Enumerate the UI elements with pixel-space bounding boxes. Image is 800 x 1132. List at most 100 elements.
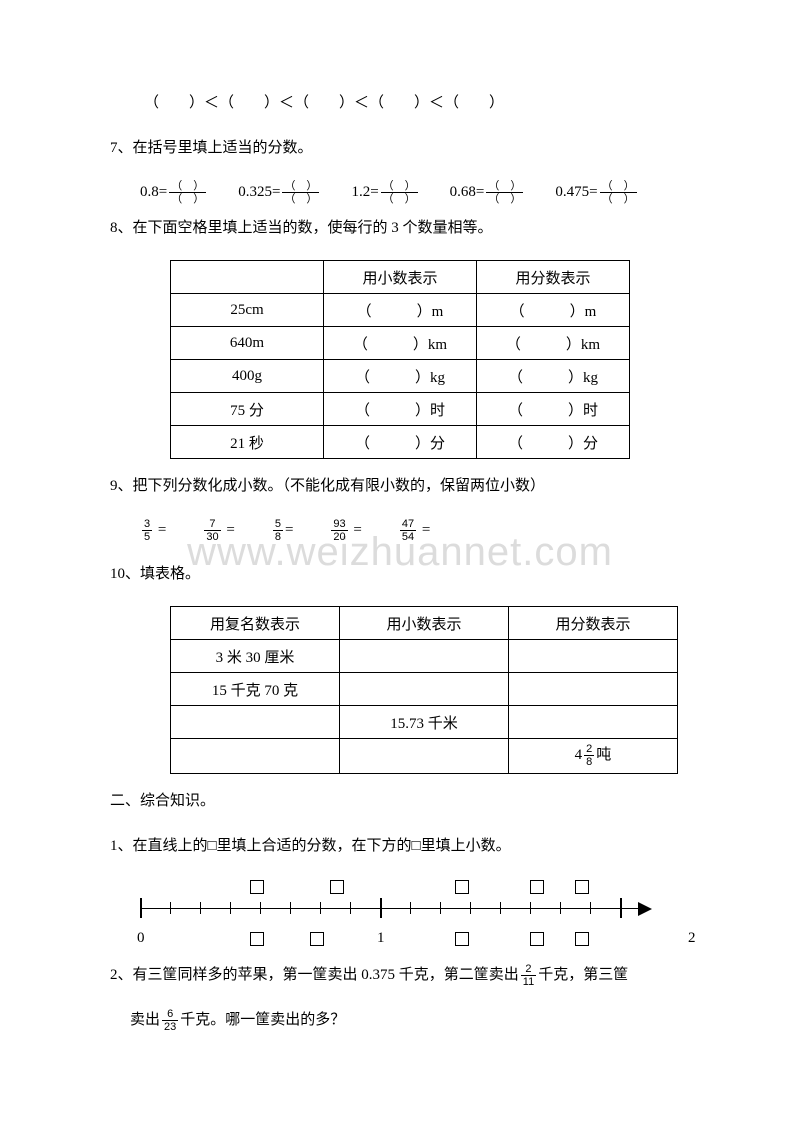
q10-title: 10、填表格。 — [110, 561, 690, 588]
q8-title: 8、在下面空格里填上适当的数，使每行的 3 个数量相等。 — [110, 215, 690, 242]
th: 用复名数表示 — [171, 607, 340, 640]
frac-d: 20 — [331, 531, 347, 543]
frac-n: （ ） — [486, 180, 523, 193]
th: 用分数表示 — [509, 607, 678, 640]
frac-d: 8 — [584, 756, 594, 768]
q7-lhs-4: 0.475= — [555, 184, 597, 200]
td — [509, 673, 678, 706]
q9-item-1: 730 = — [202, 518, 234, 543]
q7-lhs-2: 1.2= — [351, 184, 378, 200]
frac-d: 54 — [400, 531, 416, 543]
td: 640m — [171, 327, 324, 360]
tick — [620, 898, 622, 918]
td: 75 分 — [171, 393, 324, 426]
frac-d: 23 — [162, 1021, 178, 1033]
tick — [380, 898, 382, 918]
table-row: 用复名数表示 用小数表示 用分数表示 — [171, 607, 678, 640]
arrow-icon — [638, 902, 652, 916]
box-bottom — [310, 932, 324, 946]
td — [340, 640, 509, 673]
q7-item-2: 1.2=（ ）（ ） — [351, 180, 419, 205]
td: （ ）分 — [477, 426, 630, 459]
q7-title: 7、在括号里填上适当的分数。 — [110, 135, 690, 162]
tick — [410, 902, 411, 914]
td — [340, 739, 509, 773]
q7-item-1: 0.325=（ ）（ ） — [238, 180, 321, 205]
table-row: 25cm（ ）m（ ）m — [171, 294, 630, 327]
mixed-suffix: 吨 — [596, 747, 611, 763]
q7-lhs-3: 0.68= — [450, 184, 485, 200]
s2-q2-line2: 卖出623千克。哪一筐卖出的多？ — [130, 1007, 690, 1034]
table-row: 15.73 千米 — [171, 706, 678, 739]
q9-title: 9、把下列分数化成小数。（不能化成有限小数的，保留两位小数） — [110, 473, 690, 500]
tick — [440, 902, 441, 914]
td-mixed: 428吨 — [509, 739, 678, 773]
tick — [170, 902, 171, 914]
q7-item-3: 0.68=（ ）（ ） — [450, 180, 526, 205]
box-top — [250, 880, 264, 894]
table-row: 75 分（ ）时（ ）时 — [171, 393, 630, 426]
td — [171, 739, 340, 773]
frac-d: （ ） — [486, 193, 523, 205]
q2-text-b2: 千克。哪一筐卖出的多？ — [180, 1012, 345, 1028]
table-row: 428吨 — [171, 739, 678, 773]
axis-line — [140, 908, 640, 909]
q9-item-4: 4754 = — [398, 518, 430, 543]
frac-n: 2 — [521, 963, 536, 976]
tick — [590, 902, 591, 914]
frac-d: 5 — [142, 531, 152, 543]
frac-n: 5 — [273, 518, 283, 531]
frac-d: （ ） — [381, 193, 418, 205]
frac-n: 93 — [331, 518, 347, 531]
frac-n: 7 — [204, 518, 220, 531]
frac-d: 11 — [521, 976, 536, 988]
q2-text-a2: 千克，第三筐 — [538, 967, 628, 983]
box-top — [455, 880, 469, 894]
td: （ ）时 — [324, 393, 477, 426]
td: 25cm — [171, 294, 324, 327]
q7-lhs-0: 0.8= — [140, 184, 167, 200]
table-row: 3 米 30 厘米 — [171, 640, 678, 673]
frac-d: （ ） — [282, 193, 319, 205]
td: （ ）km — [477, 327, 630, 360]
box-bottom — [455, 932, 469, 946]
q6-blanks: （ ）＜（ ）＜（ ）＜（ ）＜（ ） — [144, 90, 690, 117]
td: （ ）时 — [477, 393, 630, 426]
td: （ ）分 — [324, 426, 477, 459]
axis-label-2: 2 — [688, 930, 696, 947]
tick — [200, 902, 201, 914]
tick — [350, 902, 351, 914]
frac-n: （ ） — [169, 180, 206, 193]
tick — [530, 902, 531, 914]
td — [509, 706, 678, 739]
td — [509, 640, 678, 673]
axis-label-0: 0 — [137, 930, 145, 947]
tick — [470, 902, 471, 914]
th: 用小数表示 — [324, 261, 477, 294]
q7-items: 0.8=（ ）（ ） 0.325=（ ）（ ） 1.2=（ ）（ ） 0.68=… — [140, 180, 690, 205]
q10-table: 用复名数表示 用小数表示 用分数表示 3 米 30 厘米 15 千克 70 克 … — [170, 606, 678, 773]
frac-n: 6 — [162, 1008, 178, 1021]
tick — [320, 902, 321, 914]
q9-item-2: 58= — [271, 518, 294, 543]
frac-n: 47 — [400, 518, 416, 531]
frac-d: 8 — [273, 531, 283, 543]
q8-table: 用小数表示 用分数表示 25cm（ ）m（ ）m 640m（ ）km（ ）km … — [170, 260, 630, 459]
section2-heading: 二、综合知识。 — [110, 788, 690, 815]
tick — [500, 902, 501, 914]
tick — [290, 902, 291, 914]
q7-item-4: 0.475=（ ）（ ） — [555, 180, 638, 205]
mixed-int: 4 — [575, 747, 583, 763]
td: 400g — [171, 360, 324, 393]
frac-d: 30 — [204, 531, 220, 543]
th: 用小数表示 — [340, 607, 509, 640]
axis-label-1: 1 — [377, 930, 385, 947]
tick — [560, 902, 561, 914]
q7-item-0: 0.8=（ ）（ ） — [140, 180, 208, 205]
box-top — [330, 880, 344, 894]
page-content: （ ）＜（ ）＜（ ）＜（ ）＜（ ） 7、在括号里填上适当的分数。 0.8=（… — [0, 0, 800, 1092]
tick — [230, 902, 231, 914]
td: 15.73 千米 — [340, 706, 509, 739]
table-row: 640m（ ）km（ ）km — [171, 327, 630, 360]
frac-d: （ ） — [169, 193, 206, 205]
